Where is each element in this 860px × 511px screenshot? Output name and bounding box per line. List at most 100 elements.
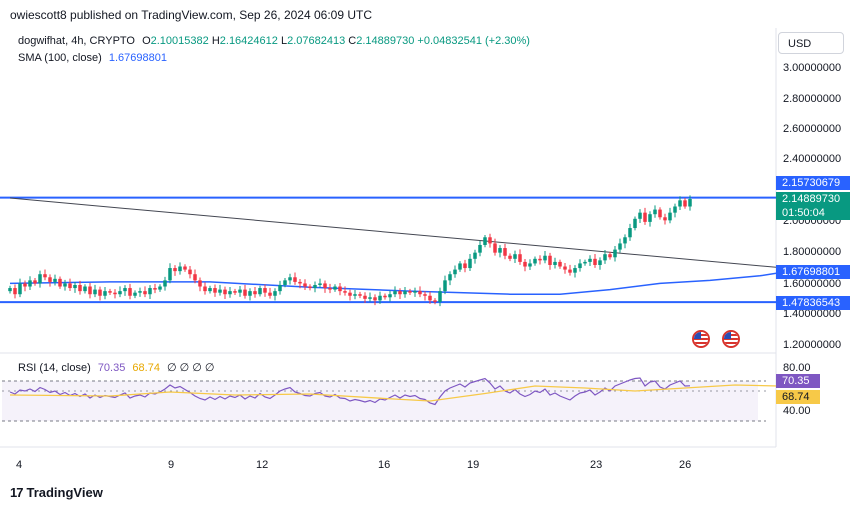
candle-up	[468, 258, 472, 269]
candle-down	[658, 209, 662, 218]
candle-down	[363, 295, 367, 299]
us-flag-icon[interactable]	[692, 330, 710, 348]
candle-down	[568, 269, 572, 273]
high-label: H	[211, 35, 220, 47]
rsi-legend: RSI (14, close) 70.35 68.74 ∅ ∅ ∅ ∅	[18, 361, 215, 374]
candle-up	[598, 260, 602, 265]
time-tick: 12	[256, 459, 269, 471]
candle-up	[393, 291, 397, 295]
tradingview-logo-icon: 17	[10, 485, 24, 500]
candle-down	[143, 291, 147, 295]
price-tick: 2.60000000	[783, 123, 842, 135]
candle-up	[443, 280, 447, 292]
candle-up	[148, 288, 152, 295]
rsi-band	[2, 381, 758, 421]
rsi-tick: 40.00	[783, 405, 811, 417]
candle-up	[248, 291, 252, 296]
candle-down	[98, 289, 102, 296]
candle-up	[483, 237, 487, 245]
candle-up	[678, 200, 682, 207]
candle-down	[428, 295, 432, 301]
rsi-ma-line	[9, 384, 806, 402]
candle-up	[73, 284, 77, 289]
candle-down	[78, 284, 82, 292]
candle-up	[288, 277, 292, 281]
candle-down	[253, 291, 257, 295]
candle-down	[463, 263, 467, 269]
candle-up	[83, 286, 87, 292]
countdown-badge: 01:50:04	[776, 206, 850, 220]
candle-up	[453, 269, 457, 275]
close-label: C	[348, 35, 357, 47]
candle-up	[353, 294, 357, 296]
candle-up	[278, 284, 282, 292]
candle-down	[398, 291, 402, 295]
candle-up	[688, 198, 692, 207]
candle-up	[448, 274, 452, 281]
candle-up	[588, 258, 592, 262]
candle-down	[298, 281, 302, 284]
tradingview-brand[interactable]: 17 TradingView	[10, 485, 103, 500]
price-tick: 1.40000000	[783, 308, 842, 320]
candle-up	[583, 261, 587, 264]
candle-down	[563, 266, 567, 270]
candle-up	[53, 278, 57, 282]
price-tick: 1.20000000	[783, 339, 842, 351]
candle-down	[383, 295, 387, 298]
candle-down	[503, 248, 507, 256]
candle-down	[683, 200, 687, 207]
last-price-badge: 2.14889730	[776, 192, 850, 206]
candle-up	[473, 252, 477, 259]
candle-down	[488, 237, 492, 244]
candle-up	[28, 280, 32, 287]
candle-up	[543, 255, 547, 261]
sma-legend: SMA (100, close) 1.67698801	[18, 52, 167, 64]
price-tick: 2.40000000	[783, 153, 842, 165]
candle-up	[313, 284, 317, 289]
candle-up	[123, 288, 127, 292]
candle-down	[223, 289, 227, 295]
currency-button[interactable]: USD	[778, 32, 844, 54]
rsi-ma-value: 68.74	[132, 362, 160, 374]
candle-up	[528, 263, 532, 267]
low-value: 2.07682413	[287, 35, 346, 47]
candle-down	[23, 283, 27, 287]
symbol-legend: dogwifhat, 4h, CRYPTO O2.10015382 H2.164…	[18, 35, 530, 47]
resistance-badge: 2.15730679	[776, 176, 850, 190]
sma-label: SMA (100, close)	[18, 52, 102, 64]
candle-up	[258, 288, 262, 295]
candle-down	[33, 280, 37, 284]
candle-down	[48, 277, 52, 282]
time-tick: 4	[16, 459, 23, 471]
open-value: 2.10015382	[150, 35, 209, 47]
candle-up	[163, 280, 167, 287]
candle-down	[518, 254, 522, 262]
candle-up	[228, 291, 232, 295]
rsi-badge: 70.35	[776, 374, 820, 388]
candle-down	[293, 277, 297, 282]
candle-down	[493, 243, 497, 253]
candle-down	[153, 288, 157, 290]
candle-up	[403, 291, 407, 295]
candle-up	[63, 283, 67, 287]
candle-up	[668, 212, 672, 221]
candle-down	[128, 288, 132, 296]
candle-down	[418, 291, 422, 295]
us-flag-icon[interactable]	[722, 330, 740, 348]
high-value: 2.16424612	[219, 35, 278, 47]
candle-down	[338, 286, 342, 292]
time-tick: 19	[467, 459, 480, 471]
candle-up	[368, 297, 372, 299]
candle-down	[323, 283, 327, 289]
candle-down	[608, 254, 612, 258]
candle-up	[573, 268, 577, 273]
trendline	[9, 197, 777, 268]
rsi-extra: ∅ ∅ ∅ ∅	[167, 362, 215, 374]
candle-down	[268, 292, 272, 296]
candle-up	[38, 274, 42, 284]
candle-up	[438, 291, 442, 302]
rsi-tick: 80.00	[783, 362, 811, 374]
price-tick: 2.80000000	[783, 93, 842, 105]
low-label: L	[280, 35, 288, 47]
